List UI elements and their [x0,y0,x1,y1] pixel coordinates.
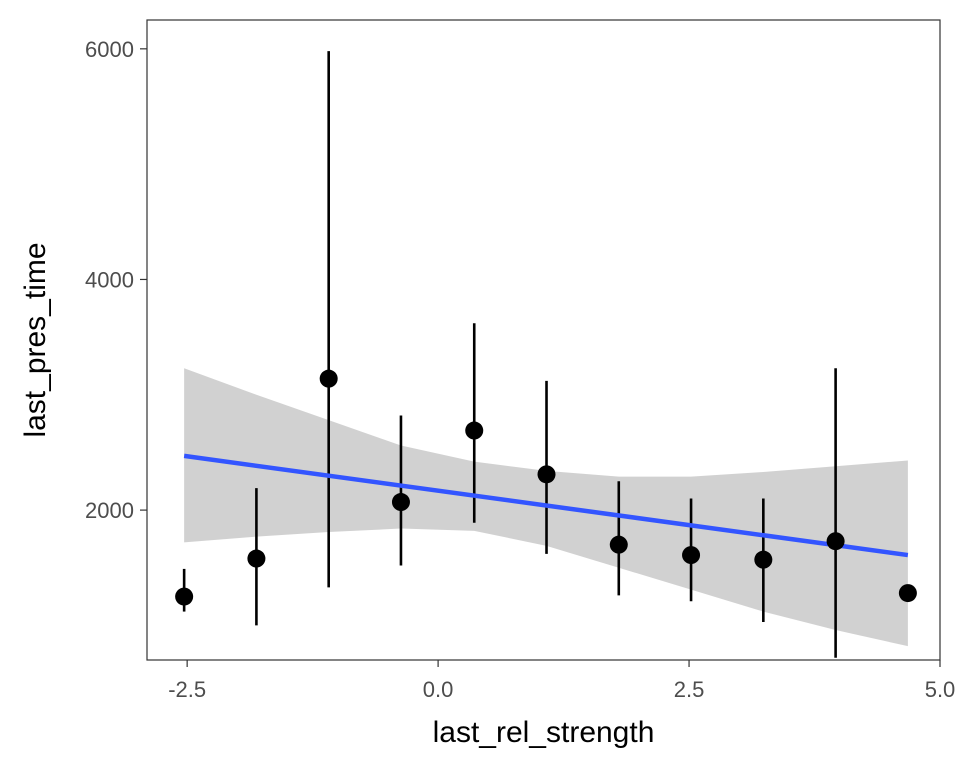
x-tick-label-1: -2.5 [168,677,206,702]
data-point-11 [898,584,917,603]
data-point-6 [537,465,556,484]
x-tick-label-3: 2.5 [674,677,705,702]
data-point-2 [247,549,266,568]
data-point-9 [754,550,773,569]
data-point-3 [319,369,338,388]
plot-panel-border [146,19,941,661]
y-tick-label-3: 6000 [85,37,134,62]
x-tick-label-4: 5.0 [925,677,956,702]
x-tick-label-2: 0.0 [423,677,454,702]
y-tick-label-2: 4000 [85,267,134,292]
x-axis-title: last_rel_strength [433,716,655,749]
trend-line [183,453,909,558]
data-point-8 [682,546,701,565]
y-axis-title: last_pres_time [19,242,52,437]
trend-line-layer [183,453,909,558]
y-tick-label-1: 2000 [85,498,134,523]
x-axis: -2.5 0.0 2.5 5.0 [168,660,955,702]
data-point-layer [175,369,917,606]
y-axis: 2000 4000 6000 [85,37,147,523]
data-point-5 [465,421,484,440]
data-point-10 [826,532,845,551]
data-point-7 [609,535,628,554]
data-point-1 [175,587,194,606]
data-point-4 [391,493,410,512]
